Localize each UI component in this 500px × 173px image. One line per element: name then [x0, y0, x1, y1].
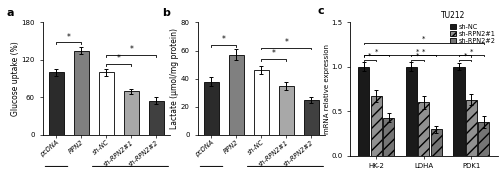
Text: TU212: TU212: [442, 11, 466, 20]
Y-axis label: Glucose uptake (%): Glucose uptake (%): [11, 41, 20, 116]
Bar: [418, 102, 430, 156]
Text: *: *: [284, 38, 288, 47]
Text: *: *: [464, 53, 467, 59]
Bar: [278, 86, 294, 135]
Bar: [466, 100, 477, 156]
Text: c: c: [318, 6, 324, 16]
Bar: [148, 101, 164, 135]
Bar: [478, 122, 490, 156]
Bar: [74, 51, 89, 135]
Bar: [228, 55, 244, 135]
Bar: [454, 67, 464, 156]
Text: *: *: [416, 48, 420, 54]
Bar: [204, 81, 219, 135]
Bar: [304, 100, 319, 135]
Text: a: a: [7, 8, 14, 18]
Y-axis label: Lactate (μmol/mg protein): Lactate (μmol/mg protein): [170, 28, 179, 129]
Bar: [430, 129, 442, 156]
Bar: [406, 67, 417, 156]
Text: b: b: [162, 8, 170, 18]
Text: *: *: [117, 54, 120, 63]
Y-axis label: mRNA relative expression: mRNA relative expression: [324, 44, 330, 134]
Bar: [124, 91, 139, 135]
Text: *: *: [422, 48, 426, 54]
Text: *: *: [272, 49, 276, 58]
Text: *: *: [422, 36, 426, 42]
Text: *: *: [416, 53, 420, 59]
Text: *: *: [222, 35, 226, 44]
Text: *: *: [470, 48, 473, 54]
Text: *: *: [130, 45, 133, 54]
Text: *: *: [67, 33, 70, 42]
Bar: [254, 70, 269, 135]
Bar: [48, 72, 64, 135]
Bar: [383, 117, 394, 156]
Text: *: *: [368, 53, 372, 59]
Bar: [358, 67, 370, 156]
Text: *: *: [374, 48, 378, 54]
Bar: [98, 72, 114, 135]
Bar: [370, 96, 382, 156]
Legend: sh-NC, sh-RPN2#1, sh-RPN2#2: sh-NC, sh-RPN2#1, sh-RPN2#2: [449, 23, 496, 44]
